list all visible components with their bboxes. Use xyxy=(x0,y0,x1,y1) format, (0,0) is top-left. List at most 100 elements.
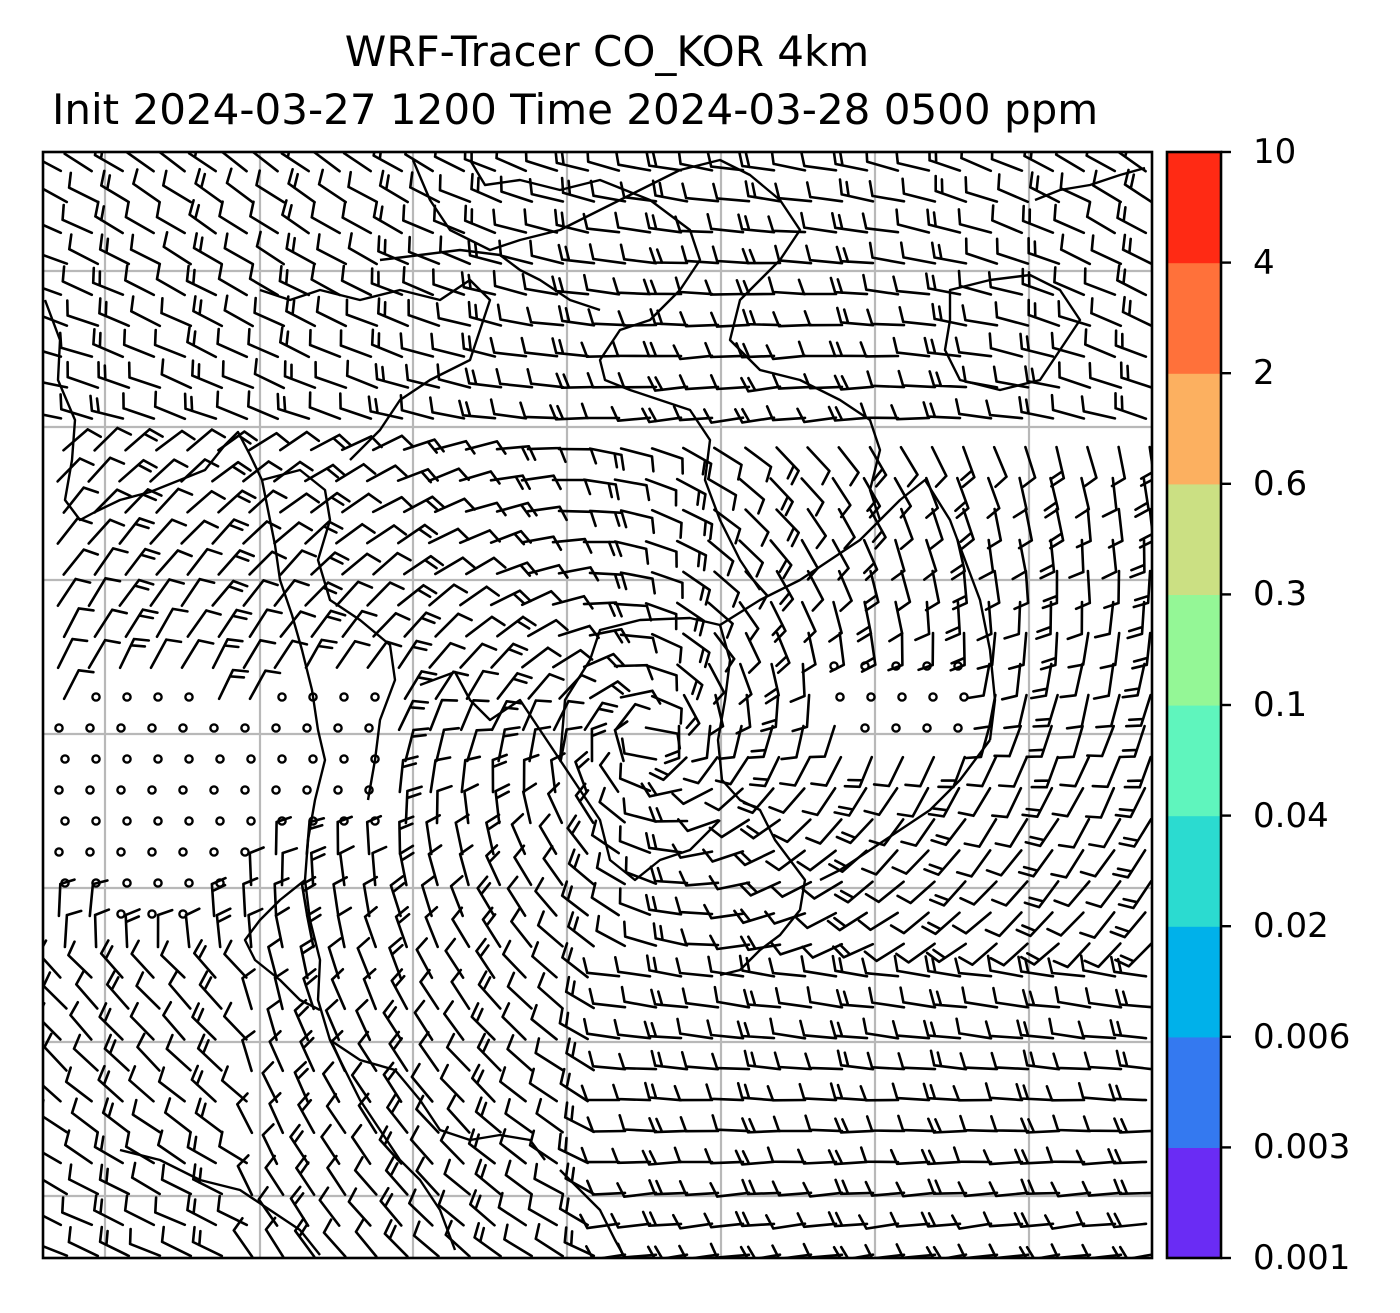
wind-barb xyxy=(1067,631,1090,669)
wind-barb xyxy=(827,405,869,422)
wind-barb xyxy=(795,911,838,930)
wind-barb xyxy=(253,357,286,390)
wind-barb xyxy=(1082,1115,1123,1133)
wind-barb xyxy=(425,814,441,856)
wind-barb xyxy=(180,519,219,545)
wind-barb xyxy=(506,1034,533,1072)
wind-barb xyxy=(445,1032,471,1072)
wind-barb xyxy=(681,508,714,541)
wind-barb xyxy=(797,1148,838,1165)
calm-wind-circle xyxy=(271,723,281,733)
wind-barb xyxy=(1045,1146,1086,1164)
wind-barb xyxy=(405,363,441,389)
wind-barb xyxy=(485,844,502,887)
wind-barb xyxy=(156,908,174,949)
wind-barb xyxy=(611,1147,652,1165)
colorbar-segment xyxy=(1167,262,1221,374)
wind-barb xyxy=(985,849,1023,877)
wind-barb xyxy=(856,600,873,643)
wind-barb xyxy=(43,381,69,389)
wind-barb xyxy=(407,298,441,327)
wind-barb xyxy=(800,477,825,517)
wind-barb xyxy=(691,724,712,763)
wind-barb xyxy=(415,937,434,980)
wind-barb xyxy=(744,508,770,547)
wind-barb xyxy=(707,955,745,978)
wind-barb xyxy=(1088,361,1123,389)
wind-barb xyxy=(551,337,590,358)
wind-barb xyxy=(429,396,466,420)
calm-wind-circle xyxy=(91,754,101,764)
wind-barb xyxy=(1117,880,1152,910)
colorbar-segment xyxy=(1167,1147,1221,1259)
wind-barb xyxy=(128,1227,162,1257)
wind-barb xyxy=(800,539,819,581)
wind-barb xyxy=(1003,600,1022,640)
wind-barb xyxy=(310,263,342,297)
wind-barb xyxy=(682,632,711,669)
wind-barb xyxy=(589,179,627,203)
wind-barb xyxy=(126,152,155,173)
wind-barb xyxy=(63,909,83,949)
wind-barb xyxy=(66,360,100,389)
wind-barb xyxy=(558,1007,589,1041)
wind-barb xyxy=(413,999,434,1041)
wind-barb xyxy=(496,615,537,638)
wind-barb xyxy=(674,276,714,296)
wind-barb xyxy=(504,1159,533,1196)
calm-wind-circle xyxy=(240,847,250,857)
wind-barb xyxy=(1023,880,1060,909)
wind-barb xyxy=(1095,693,1121,729)
wind-barb xyxy=(526,505,568,522)
wind-barb xyxy=(564,975,595,1010)
wind-barb xyxy=(220,152,248,173)
wind-barb xyxy=(534,1223,564,1258)
wind-barb xyxy=(702,848,745,863)
wind-barb xyxy=(617,372,658,389)
wind-barb xyxy=(650,694,683,725)
wind-barb xyxy=(586,1179,627,1196)
wind-barb xyxy=(986,954,1024,978)
wind-barb xyxy=(959,1052,999,1071)
calm-wind-circle xyxy=(209,723,219,733)
wind-barb xyxy=(713,570,740,608)
wind-barb xyxy=(300,875,317,918)
wind-barb xyxy=(191,359,224,390)
wind-barb xyxy=(866,308,906,327)
wind-barb xyxy=(520,474,562,491)
wind-barb xyxy=(1114,786,1147,819)
wind-barb xyxy=(616,1182,658,1198)
wind-barb xyxy=(1126,600,1146,640)
wind-barb xyxy=(241,1030,256,1073)
wind-barb xyxy=(124,608,159,638)
wind-barb xyxy=(551,594,594,610)
wind-barb xyxy=(1059,662,1084,699)
calm-wind-circle xyxy=(364,785,374,795)
wind-barb xyxy=(402,495,445,514)
wind-barb xyxy=(557,624,600,640)
wind-barb xyxy=(963,818,998,848)
wind-barb xyxy=(464,501,507,517)
wind-barb xyxy=(561,942,589,979)
wind-barb xyxy=(958,942,998,966)
colorbar-segment xyxy=(1167,815,1221,927)
wind-barb xyxy=(595,852,626,886)
wind-barb xyxy=(124,201,155,235)
calm-wind-circle xyxy=(116,909,126,919)
wind-barb xyxy=(535,1097,564,1134)
wind-barb xyxy=(1020,942,1060,966)
wind-barb xyxy=(92,328,125,359)
wind-barb xyxy=(446,1094,471,1134)
wind-barb xyxy=(796,1212,838,1229)
wind-barb xyxy=(1051,787,1085,818)
wind-barb xyxy=(1015,1083,1055,1102)
wind-barb xyxy=(312,152,341,173)
calm-wind-circle xyxy=(866,692,876,702)
wind-barb xyxy=(475,937,496,979)
wind-barb xyxy=(410,1062,434,1103)
wind-barb xyxy=(382,1061,403,1103)
calm-wind-circle xyxy=(860,661,870,671)
wind-barb xyxy=(904,755,936,788)
wind-barb xyxy=(796,849,837,872)
wind-barb xyxy=(67,1163,100,1196)
